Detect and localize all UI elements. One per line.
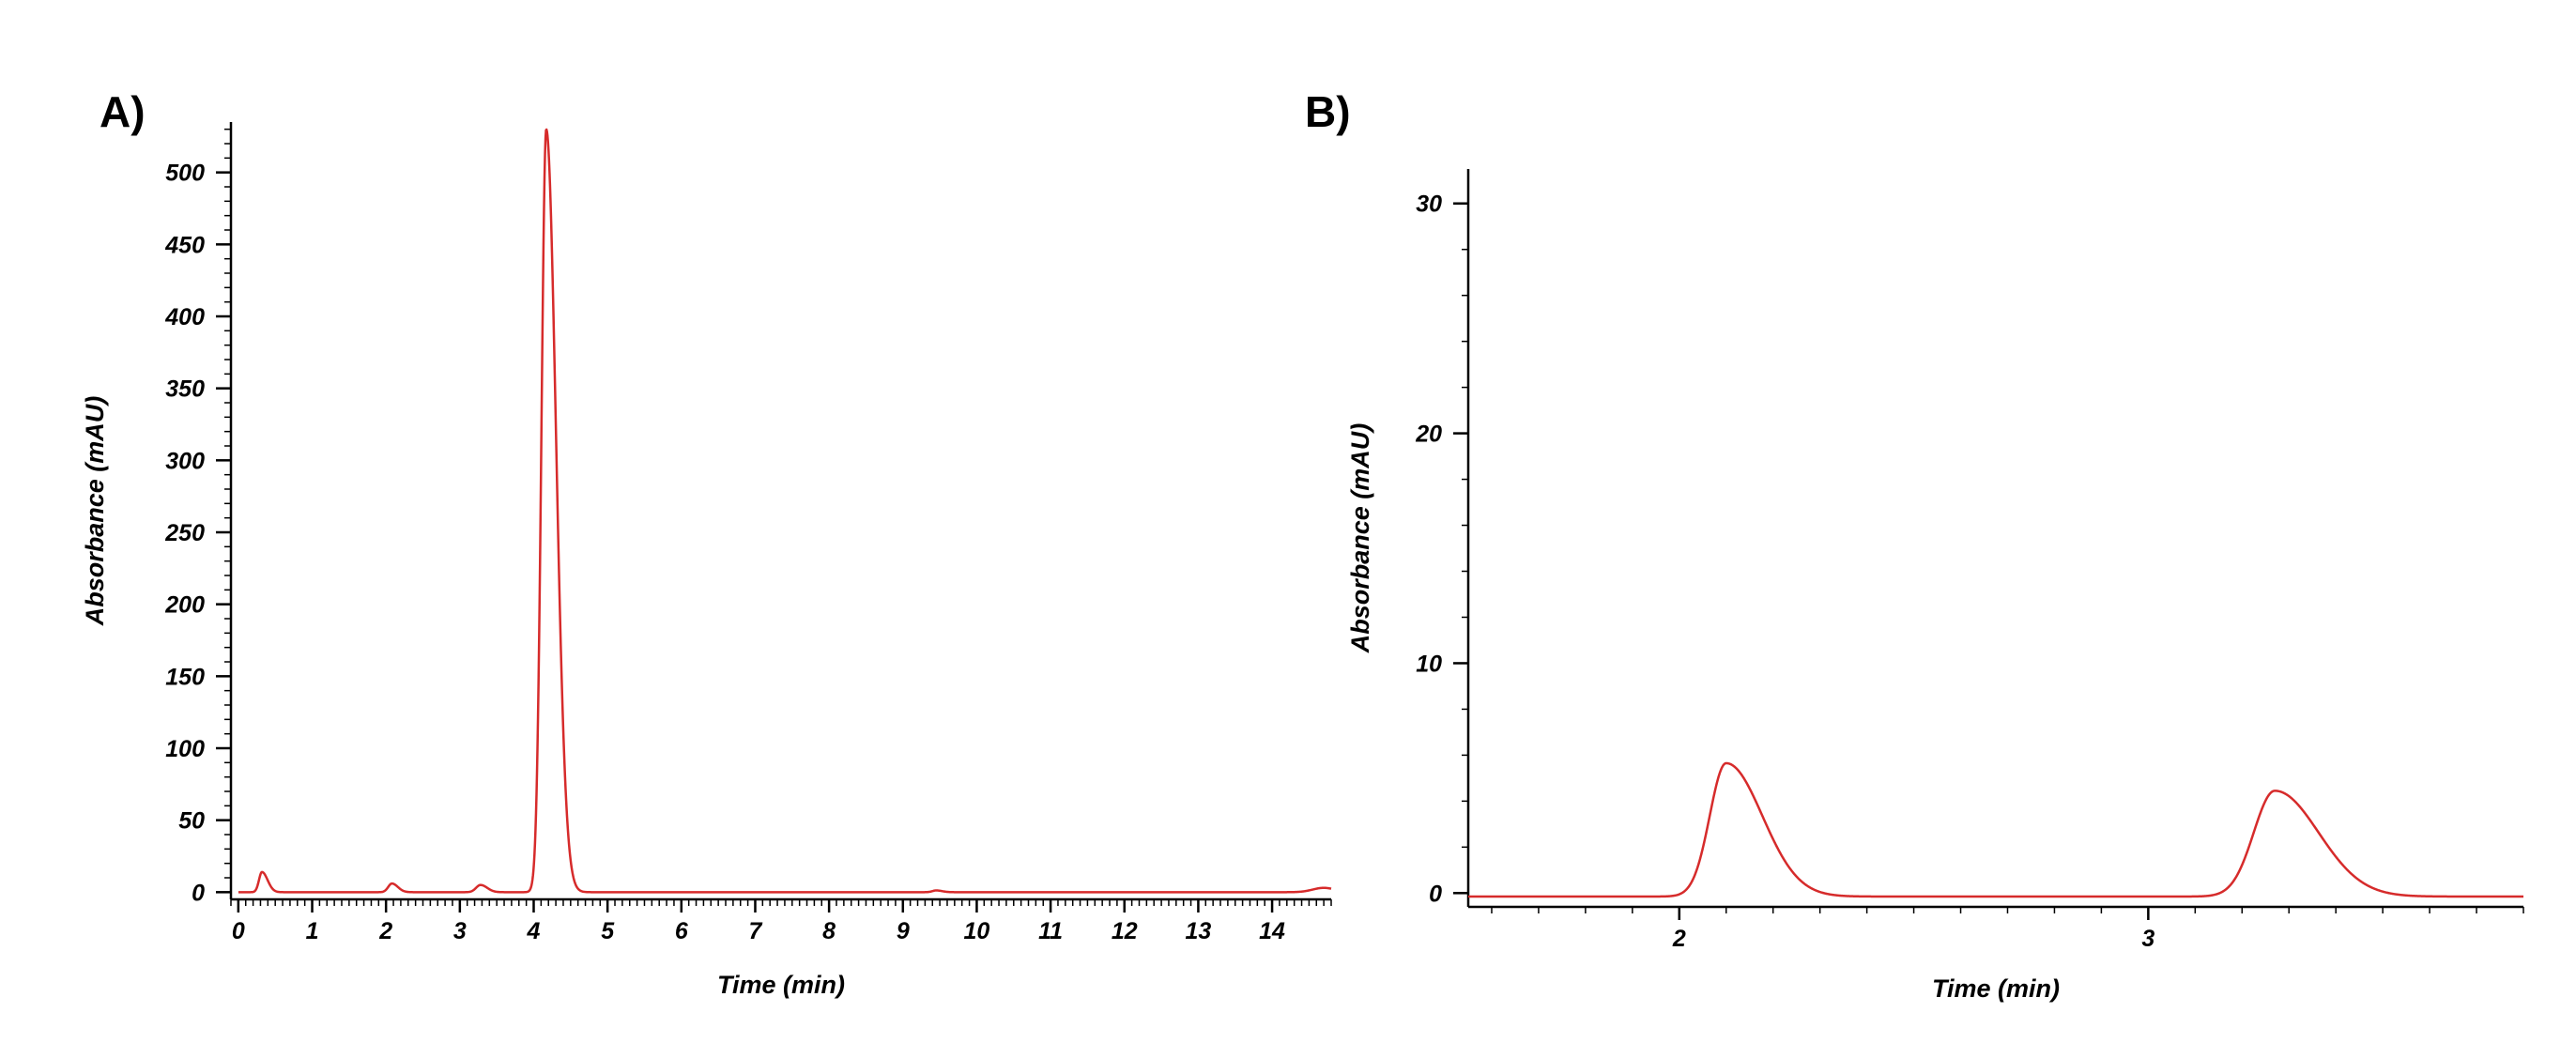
y-tick-label: 400 xyxy=(164,304,205,330)
x-tick-label: 9 xyxy=(897,918,910,944)
y-tick-label: 100 xyxy=(165,736,205,762)
y-axis-label: Absorbance (mAU) xyxy=(1346,423,1374,654)
y-tick-label: 200 xyxy=(164,592,205,619)
x-tick-label: 2 xyxy=(378,918,392,944)
x-tick-label: 3 xyxy=(2141,926,2154,952)
y-tick-label: 450 xyxy=(164,232,205,258)
x-tick-label: 12 xyxy=(1112,918,1138,944)
series-line xyxy=(238,128,1332,894)
x-tick-label: 7 xyxy=(749,918,763,944)
x-tick-label: 11 xyxy=(1038,918,1063,944)
panel-label-b: B) xyxy=(1305,87,1351,136)
x-tick-label: 2 xyxy=(1672,926,1686,952)
x-tick-label: 3 xyxy=(453,918,467,944)
x-tick-label: 5 xyxy=(601,918,615,944)
y-tick-label: 250 xyxy=(164,520,205,546)
x-tick-label: 0 xyxy=(232,918,245,944)
y-tick-label: 50 xyxy=(178,808,205,835)
y-tick-label: 500 xyxy=(165,161,205,187)
y-tick-label: 0 xyxy=(1429,881,1442,907)
x-tick-label: 1 xyxy=(306,918,319,944)
x-axis-label: Time (min) xyxy=(1932,974,2060,1003)
y-tick-label: 150 xyxy=(165,664,205,690)
x-tick-label: 14 xyxy=(1259,918,1285,944)
x-tick-label: 8 xyxy=(822,918,836,944)
y-axis-label: Absorbance (mAU) xyxy=(81,396,109,627)
y-tick-label: 0 xyxy=(192,880,205,906)
y-tick-label: 30 xyxy=(1416,192,1442,218)
x-tick-label: 6 xyxy=(675,918,689,944)
series-line xyxy=(1467,761,2524,898)
x-tick-label: 4 xyxy=(527,918,541,944)
x-tick-label: 13 xyxy=(1186,918,1212,944)
y-tick-label: 20 xyxy=(1415,422,1442,448)
x-tick-label: 10 xyxy=(964,918,990,944)
y-tick-label: 350 xyxy=(165,376,205,403)
y-tick-label: 300 xyxy=(165,448,205,474)
panel-label-a: A) xyxy=(100,87,146,136)
y-tick-label: 10 xyxy=(1416,651,1442,677)
x-axis-label: Time (min) xyxy=(717,971,845,999)
